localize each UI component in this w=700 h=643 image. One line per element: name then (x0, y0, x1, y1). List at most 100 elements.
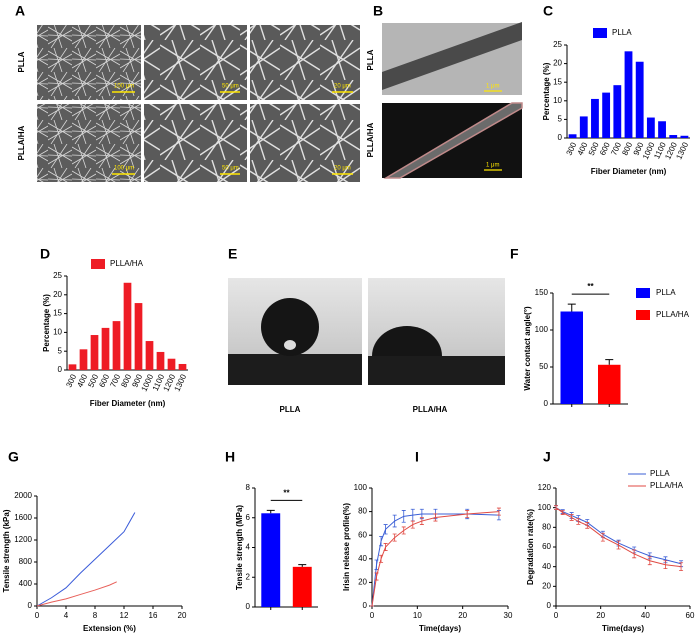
y-axis-label: Degradation rate(%) (526, 509, 535, 585)
bar (658, 121, 666, 138)
bar (646, 117, 655, 138)
error-bar (560, 510, 565, 515)
bar (156, 351, 165, 370)
x-tick-label: 0 (370, 611, 375, 620)
error-bar (605, 359, 614, 365)
x-tick-label: 60 (686, 611, 695, 620)
row-label: PLLA (366, 49, 375, 70)
panel-label: E (228, 246, 237, 262)
error-bar (496, 507, 501, 516)
y-tick-label: 80 (358, 507, 367, 516)
y-axis-label: Percentage (%) (542, 62, 551, 120)
y-tick-label: 8 (246, 483, 251, 492)
x-tick-label: 8 (93, 611, 98, 620)
y-tick-label: 80 (542, 522, 551, 531)
y-axis-label: Water contact angle(°) (523, 306, 532, 391)
y-tick-label: 0 (544, 399, 549, 408)
scale-bar-label: 50 μm (222, 84, 239, 90)
bar (134, 303, 143, 370)
y-tick-label: 120 (538, 483, 552, 492)
bar (598, 364, 621, 404)
bar (292, 566, 312, 607)
y-tick-label: 100 (538, 503, 552, 512)
y-tick-label: 4 (246, 543, 251, 552)
error-bar (585, 522, 590, 529)
y-tick-label: 400 (19, 579, 33, 588)
scale-bar-label: 20 μm (334, 166, 351, 172)
bar (112, 321, 121, 370)
y-tick-label: 25 (553, 40, 562, 49)
y-axis-label: Tensile strength (MPa) (235, 505, 244, 591)
legend-label: PLLA/HA (110, 259, 144, 268)
y-tick-label: 20 (358, 578, 367, 587)
x-tick-label: 0 (35, 611, 40, 620)
bar (579, 116, 588, 138)
y-axis-label: Percentage (%) (42, 294, 51, 352)
droplet (261, 298, 319, 356)
panel-label: A (15, 3, 25, 19)
sem-image (144, 104, 247, 182)
bar (602, 92, 611, 138)
x-tick-label: 1300 (173, 372, 189, 392)
sem-image (250, 104, 360, 182)
error-bar (401, 526, 406, 535)
bar (145, 341, 154, 370)
image-label: PLLA/HA (413, 405, 448, 414)
y-tick-label: 20 (542, 581, 551, 590)
y-tick-label: 15 (53, 309, 62, 318)
bar (680, 135, 689, 138)
bar (560, 311, 583, 404)
panel-label: H (225, 449, 235, 465)
bar (167, 358, 176, 370)
line (555, 507, 682, 565)
droplet (372, 326, 442, 356)
error-bar (374, 572, 379, 581)
bar (568, 134, 577, 138)
bar (178, 363, 187, 370)
fiber (382, 22, 522, 90)
error-bar (647, 556, 652, 566)
scale-bars (112, 91, 353, 175)
y-tick-label: 1200 (14, 535, 32, 544)
bar (123, 282, 132, 370)
sem-image (37, 25, 141, 100)
panel-label: D (40, 246, 50, 262)
y-tick-label: 5 (558, 115, 563, 124)
y-tick-label: 10 (53, 328, 62, 337)
y-tick-label: 0 (547, 601, 552, 610)
x-tick-label: 1300 (674, 140, 690, 160)
error-bar (679, 562, 684, 571)
error-bar (616, 540, 621, 550)
y-tick-label: 40 (542, 562, 551, 571)
error-bar (663, 560, 668, 570)
x-axis-label: Fiber Diameter (nm) (591, 167, 667, 176)
legend-swatch (593, 28, 607, 38)
y-tick-label: 6 (246, 513, 251, 522)
y-tick-label: 15 (553, 77, 562, 86)
legend-label: PLLA (650, 469, 670, 478)
legend-label: PLLA/HA (650, 481, 684, 490)
sem-image (250, 25, 360, 100)
x-tick-label: 20 (596, 611, 605, 620)
x-tick-label: 40 (641, 611, 650, 620)
y-tick-label: 10 (553, 96, 562, 105)
y-tick-label: 5 (58, 346, 63, 355)
panel-label: J (543, 449, 551, 465)
error-bar (600, 532, 605, 542)
sem-image (37, 104, 141, 182)
scale-bar-label: 100 μm (114, 166, 134, 172)
error-bar (554, 505, 558, 511)
error-bar (410, 520, 415, 529)
error-bar (392, 533, 397, 542)
legend-label: PLLA (612, 28, 632, 37)
scale-bar-label: 100 μm (114, 84, 134, 90)
significance-label: ** (587, 282, 594, 291)
error-bar (401, 510, 406, 523)
fiber (383, 102, 523, 179)
significance-label: ** (283, 488, 290, 497)
x-tick-label: 16 (149, 611, 158, 620)
y-tick-label: 0 (246, 602, 251, 611)
scale-bar-label: 20 μm (334, 84, 351, 90)
y-tick-label: 0 (363, 601, 368, 610)
